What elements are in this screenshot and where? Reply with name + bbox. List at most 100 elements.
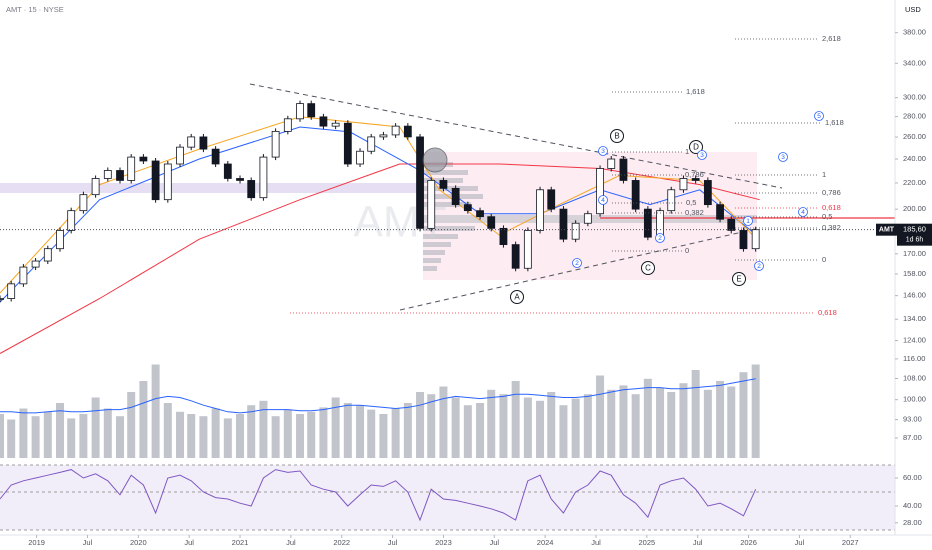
moving-average: [0, 126, 758, 303]
moving-average: [0, 163, 760, 354]
fib-label: 1: [822, 170, 826, 179]
candle: [451, 187, 460, 206]
volume-bar: [43, 411, 52, 458]
y-tick-label: 170.00: [903, 249, 926, 258]
volume-bar: [439, 386, 448, 458]
subwave-circle: [697, 150, 707, 160]
candle: [211, 148, 220, 165]
candle: [259, 156, 268, 199]
volume-bar: [416, 392, 425, 458]
volume-bar: [31, 416, 40, 458]
candle: [199, 136, 208, 150]
x-tick-label: Jul: [388, 538, 398, 547]
candle: [116, 170, 124, 181]
volume-ma: [0, 378, 756, 414]
candle: [511, 244, 520, 269]
subwave-circle: [778, 152, 788, 162]
volume-bar: [187, 414, 196, 458]
volume-bar: [583, 394, 592, 458]
volume-bar: [547, 392, 556, 458]
volume-bar: [571, 398, 580, 458]
candle: [499, 227, 508, 245]
x-tick-label: Jul: [184, 538, 194, 547]
candle: [607, 158, 616, 169]
volume-bar: [739, 372, 748, 458]
candle: [67, 210, 76, 231]
fib-label: 1,618: [686, 87, 705, 96]
wave-circle: [610, 129, 624, 143]
candle: [247, 180, 256, 199]
volume-bar: [703, 389, 712, 458]
subwave-label: 4: [801, 209, 805, 216]
candle: [391, 125, 400, 136]
y-tick-label: 87.00: [903, 433, 922, 442]
y-tick-label: 240.00: [903, 154, 926, 163]
candle: [187, 136, 196, 148]
candle: [307, 103, 316, 118]
candle: [596, 168, 604, 215]
y-tick-label: 134.00: [903, 314, 926, 323]
candle: [271, 130, 280, 158]
candle: [463, 204, 472, 212]
y-tick-label: 220.00: [903, 178, 926, 187]
volume-bar: [463, 405, 472, 458]
volume-bar: [199, 416, 208, 458]
fib-label: 0,382: [822, 223, 841, 232]
subwave-label: 2: [575, 260, 579, 267]
wave-label: A: [514, 293, 520, 302]
candle: [631, 180, 640, 210]
candle: [0, 298, 4, 300]
candle: [127, 156, 136, 181]
trend-line: [399, 227, 761, 311]
candle: [79, 194, 88, 212]
x-tick-label: 2019: [28, 538, 45, 547]
tag-symbol-box: [876, 223, 897, 236]
candle: [103, 170, 112, 179]
volume-bar: [223, 418, 232, 458]
volume-bar: [487, 389, 496, 458]
wave-label: B: [614, 132, 619, 141]
y-tick-label: 116.00: [903, 354, 925, 363]
volume-bar: [619, 385, 628, 458]
subwave-circle: [743, 216, 753, 226]
candle: [547, 189, 556, 210]
subwave-label: 3: [781, 154, 785, 161]
candle: [379, 134, 388, 138]
volume-bar: [536, 400, 545, 458]
subwave-label: 3: [700, 152, 704, 159]
volume-bar: [631, 394, 640, 458]
x-tick-label: 2023: [435, 538, 452, 547]
y-tick-label: 158.00: [903, 269, 926, 278]
volume-bar: [596, 375, 605, 458]
x-tick-label: Jul: [795, 538, 805, 547]
x-tick-label: 2025: [638, 538, 655, 547]
candle: [356, 150, 364, 165]
volume-bar: [283, 409, 292, 458]
candle: [559, 208, 568, 240]
volume-bar: [559, 405, 568, 458]
x-tick-label: Jul: [286, 538, 296, 547]
y-tick-label: 260.00: [903, 132, 926, 141]
moving-average: [0, 116, 758, 294]
y-tick-label: 93.00: [903, 415, 922, 424]
volume-bar: [667, 392, 676, 458]
y-tick-label: 200.00: [903, 204, 926, 213]
candles: [0, 100, 760, 303]
volume-bar: [716, 381, 725, 458]
volume-bar: [691, 370, 700, 458]
x-tick-label: 2024: [537, 538, 554, 547]
candle: [236, 178, 244, 181]
x-tick-label: Jul: [693, 538, 703, 547]
fib-label: 0,5: [822, 212, 832, 221]
candle: [319, 116, 328, 127]
candle: [31, 260, 40, 268]
volume-bar: [67, 418, 76, 458]
volume-bar: [176, 411, 185, 458]
volume-bar: [91, 397, 100, 458]
candle: [739, 230, 748, 250]
volume-bar: [403, 403, 412, 458]
volume-bar: [247, 405, 256, 458]
y-tick-label: 300.00: [903, 93, 926, 102]
volume-bar: [151, 364, 160, 458]
